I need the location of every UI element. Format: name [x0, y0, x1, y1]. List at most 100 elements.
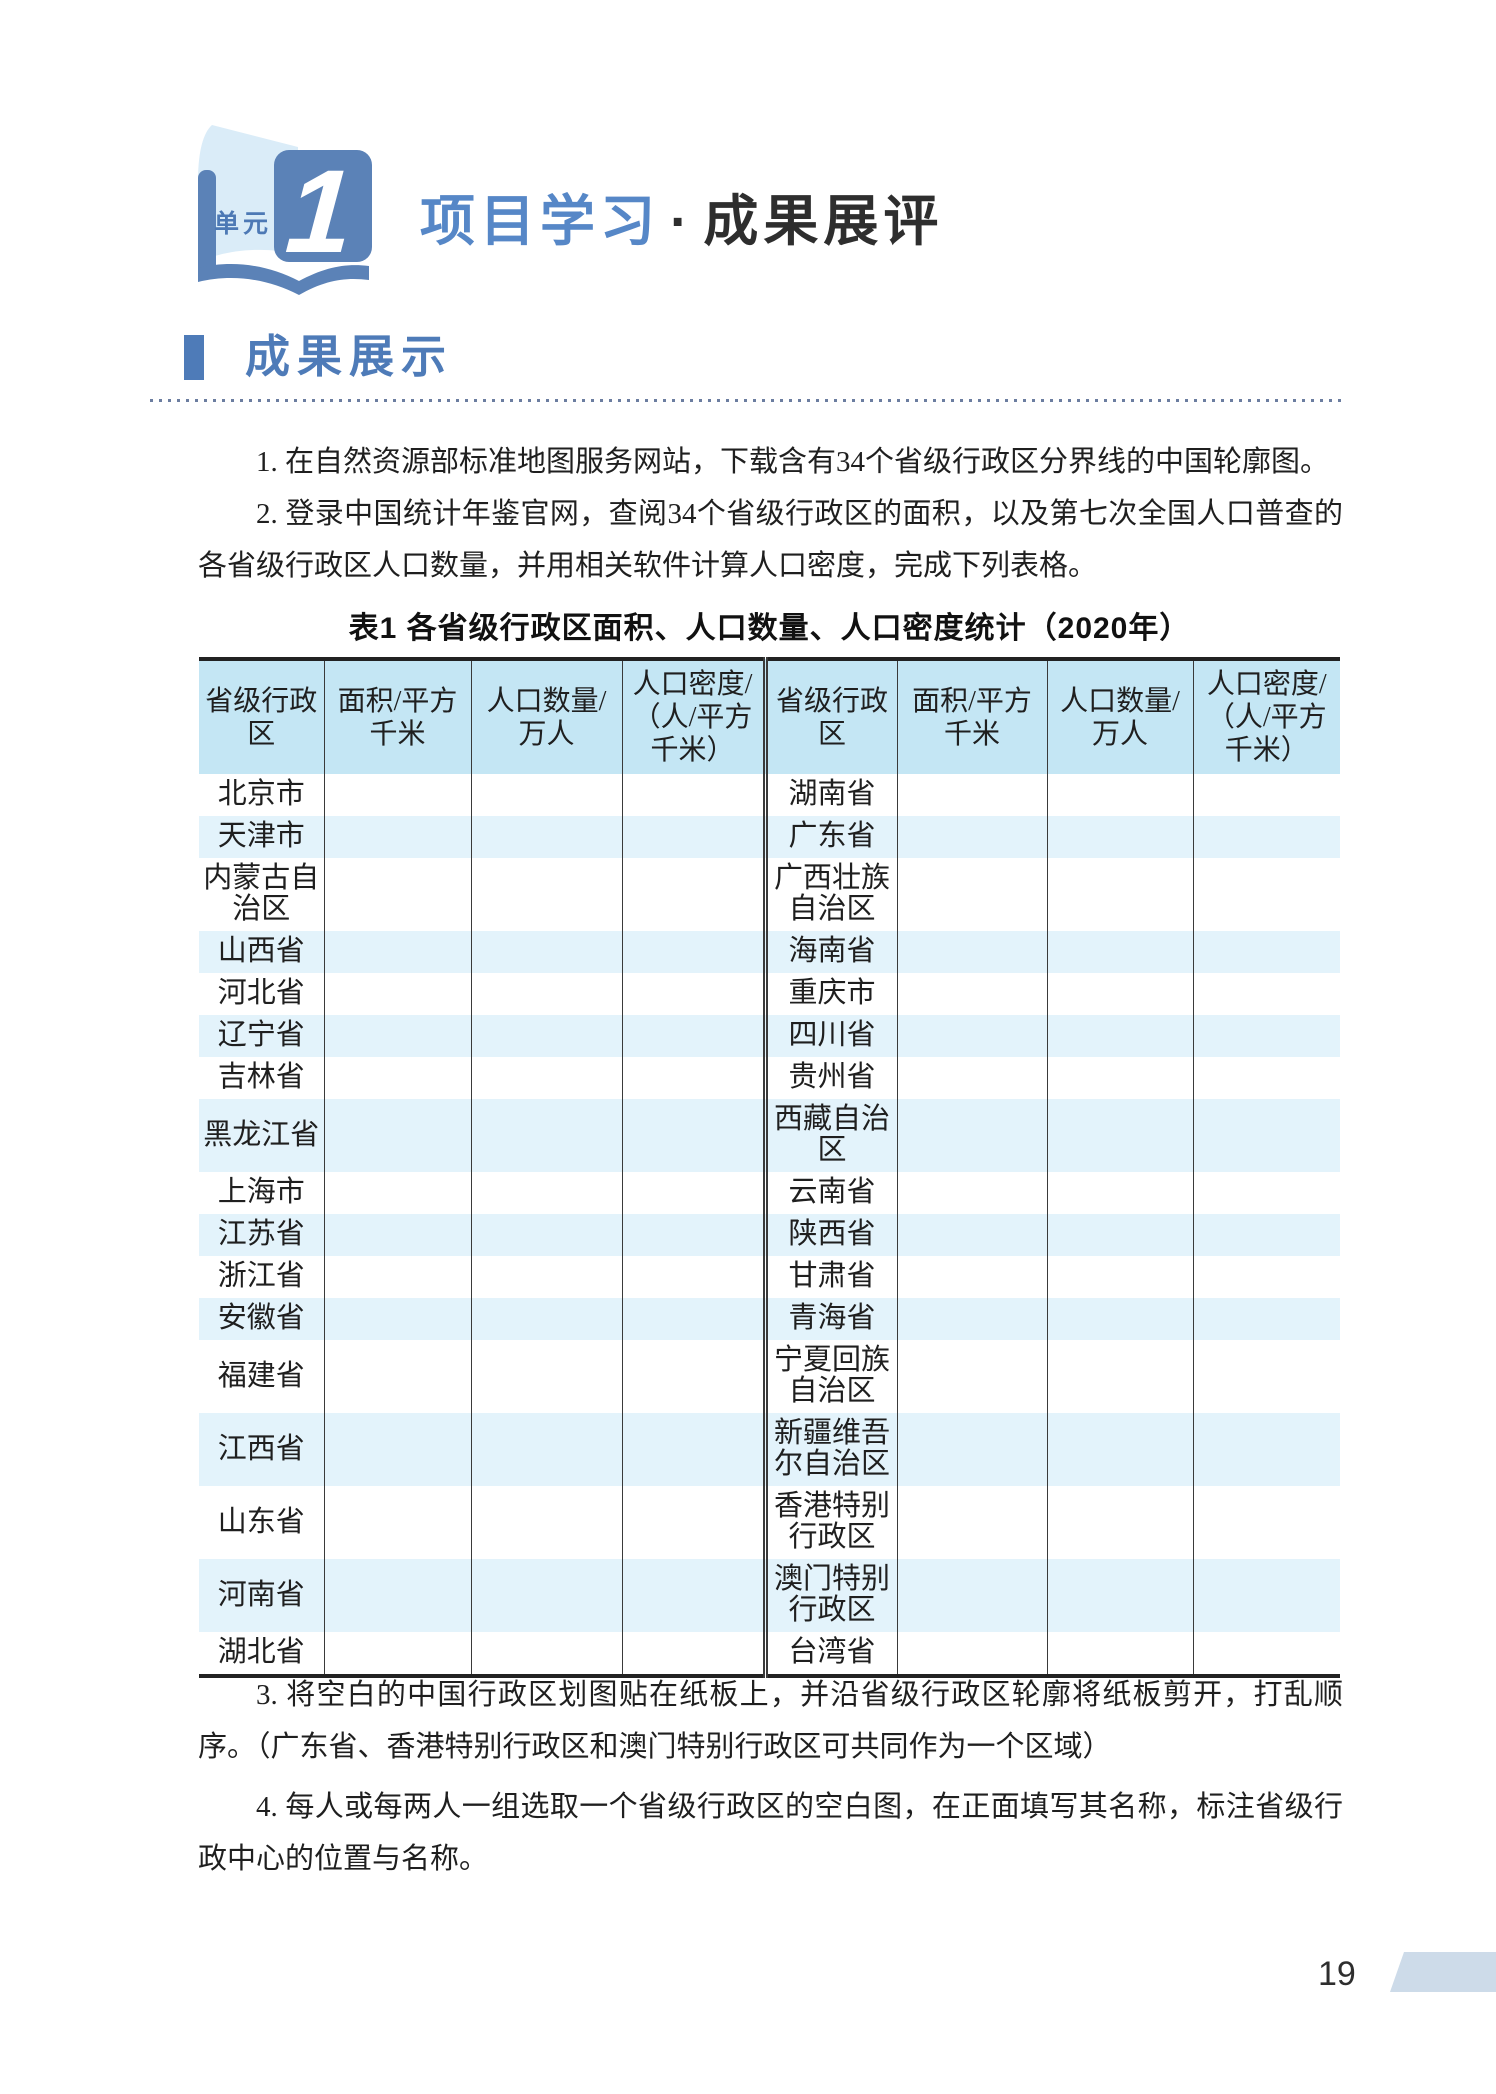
province-name-cell: 广东省: [762, 816, 897, 858]
page-title-secondary: 成果展评: [703, 190, 944, 252]
empty-cell: [1046, 1632, 1193, 1676]
paragraph-step-1: 1. 在自然资源部标准地图服务网站，下载含有34个省级行政区分界线的中国轮廓图。: [256, 446, 1330, 478]
empty-cell: [470, 1340, 622, 1413]
empty-cell: [621, 1015, 765, 1057]
empty-cell: [470, 1298, 622, 1340]
table-row: 福建省 宁夏回族 自治区: [199, 1340, 1340, 1413]
table-row: 江苏省 陕西省: [199, 1214, 1340, 1256]
empty-cell: [896, 1015, 1047, 1057]
empty-cell: [1046, 1340, 1193, 1413]
province-name-cell: 陕西省: [762, 1214, 897, 1256]
empty-cell: [323, 1340, 471, 1413]
empty-cell: [896, 1413, 1047, 1486]
empty-cell: [896, 1486, 1047, 1559]
column-header-region: 省级行政 区: [199, 659, 324, 774]
table-row: 黑龙江省 西藏自治 区: [199, 1099, 1340, 1172]
column-header-population: 人口数量/ 万人: [470, 659, 622, 774]
empty-cell: [470, 1057, 622, 1099]
empty-cell: [323, 1099, 471, 1172]
table-row: 山东省 香港特别 行政区: [199, 1486, 1340, 1559]
empty-cell: [621, 1256, 765, 1298]
province-name-cell: 天津市: [217, 820, 305, 852]
empty-cell: [896, 858, 1047, 931]
empty-cell: [621, 1632, 765, 1676]
empty-cell: [621, 1298, 765, 1340]
empty-cell: [470, 1413, 622, 1486]
empty-cell: [1192, 1057, 1340, 1099]
empty-cell: [470, 973, 622, 1015]
page-title-primary: 项目学习: [420, 190, 661, 252]
empty-cell: [1192, 1015, 1340, 1057]
empty-cell: [470, 1214, 622, 1256]
closing-paragraphs: 3. 将空白的中国行政区划图贴在纸板上，并沿省级行政区轮廓将纸板剪开，打乱顺序。…: [198, 1669, 1343, 1885]
empty-cell: [1046, 973, 1193, 1015]
table-row: 河北省 重庆市: [199, 973, 1340, 1015]
empty-cell: [323, 858, 471, 931]
empty-cell: [896, 1214, 1047, 1256]
empty-cell: [1046, 1099, 1193, 1172]
empty-cell: [470, 1559, 622, 1632]
province-name-cell: 台湾省: [762, 1632, 897, 1676]
empty-cell: [1192, 816, 1340, 858]
table-row: 吉林省 贵州省: [199, 1057, 1340, 1099]
paragraph-step-2: 2. 登录中国统计年鉴官网，查阅34个省级行政区的面积，以及第七次全国人口普查的…: [198, 498, 1343, 582]
empty-cell: [323, 1413, 471, 1486]
empty-cell: [621, 774, 765, 816]
province-name-cell: 甘肃省: [762, 1256, 897, 1298]
empty-cell: [323, 1486, 471, 1559]
empty-cell: [470, 816, 622, 858]
empty-cell: [896, 1340, 1047, 1413]
province-name-cell: 黑龙江省: [203, 1118, 320, 1151]
empty-cell: [470, 1632, 622, 1676]
empty-cell: [470, 931, 622, 973]
table-row: 内蒙古自 治区 广西壮族 自治区: [199, 858, 1340, 931]
footer-corner-tab: [1390, 1952, 1496, 1992]
province-name-cell: 宁夏回族 自治区: [762, 1340, 897, 1413]
empty-cell: [1192, 1172, 1340, 1214]
table-row: 辽宁省 四川省: [199, 1015, 1340, 1057]
empty-cell: [621, 1559, 765, 1632]
dotted-divider: [150, 399, 1346, 402]
province-name-cell: 四川省: [762, 1015, 897, 1057]
unit-badge: 1 单元: [186, 120, 378, 298]
empty-cell: [896, 1632, 1047, 1676]
empty-cell: [323, 1057, 471, 1099]
province-name-cell: 新疆维吾 尔自治区: [762, 1413, 897, 1486]
empty-cell: [1192, 1298, 1340, 1340]
empty-cell: [1192, 1214, 1340, 1256]
section-title: 成果展示: [245, 331, 454, 382]
empty-cell: [1192, 1413, 1340, 1486]
empty-cell: [1046, 1256, 1193, 1298]
empty-cell: [621, 1486, 765, 1559]
empty-cell: [896, 1298, 1047, 1340]
unit-badge-number: 1: [282, 146, 357, 278]
empty-cell: [323, 1015, 471, 1057]
province-name-cell: 河南省: [217, 1578, 305, 1611]
province-name-cell: 青海省: [762, 1298, 897, 1340]
province-name-cell: 上海市: [217, 1176, 305, 1208]
empty-cell: [1046, 1559, 1193, 1632]
empty-cell: [1046, 1172, 1193, 1214]
province-name-cell: 山西省: [217, 935, 305, 967]
empty-cell: [896, 1099, 1047, 1172]
empty-cell: [1192, 1559, 1340, 1632]
empty-cell: [1046, 1413, 1193, 1486]
empty-cell: [323, 1172, 471, 1214]
empty-cell: [1046, 816, 1193, 858]
province-name-cell: 吉林省: [217, 1061, 305, 1093]
empty-cell: [470, 1486, 622, 1559]
table-row: 上海市 云南省: [199, 1172, 1340, 1214]
empty-cell: [323, 1559, 471, 1632]
empty-cell: [1192, 858, 1340, 931]
empty-cell: [323, 774, 471, 816]
open-book-icon: 1 单元: [198, 125, 372, 295]
paragraph-step-4: 4. 每人或每两人一组选取一个省级行政区的空白图，在正面填写其名称，标注省级行政…: [198, 1791, 1343, 1875]
empty-cell: [621, 858, 765, 931]
empty-cell: [323, 1214, 471, 1256]
province-name-cell: 重庆市: [762, 973, 897, 1015]
unit-badge-label: 单元: [214, 210, 272, 238]
empty-cell: [896, 774, 1047, 816]
paragraph-step-3: 3. 将空白的中国行政区划图贴在纸板上，并沿省级行政区轮廓将纸板剪开，打乱顺序。…: [198, 1679, 1343, 1763]
column-header-area: 面积/平方 千米: [323, 659, 471, 774]
